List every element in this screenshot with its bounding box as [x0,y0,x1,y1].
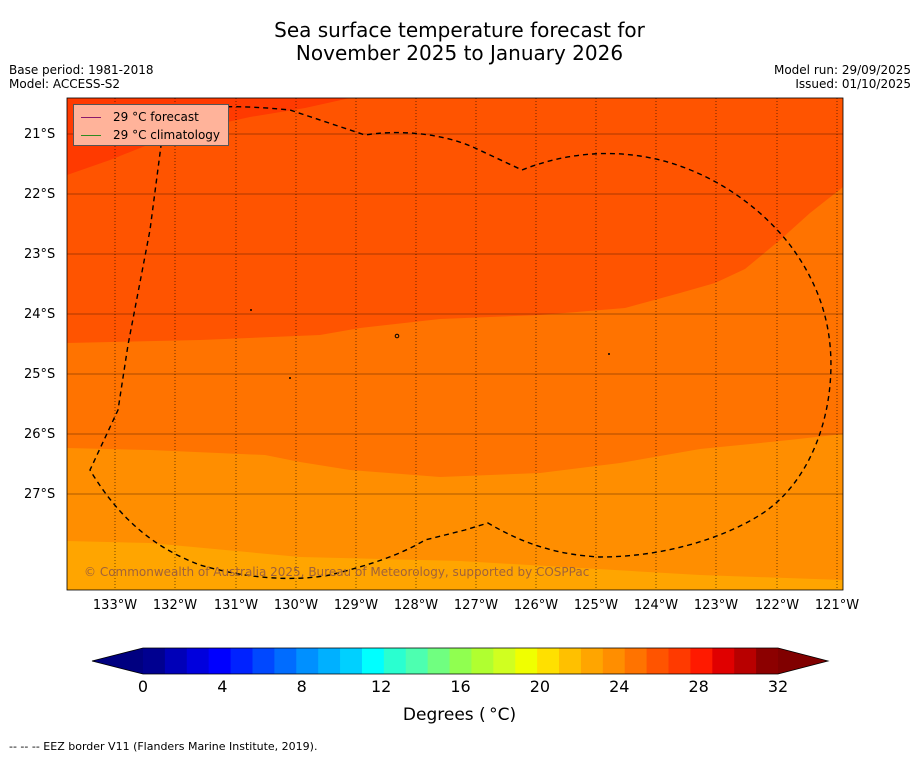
forecast-line-swatch [81,116,101,118]
legend-climatology: 29 °C climatology [81,128,220,142]
colorbar-swatch [340,648,363,674]
colorbar-swatch [252,648,275,674]
colorbar-outline [91,647,830,675]
island-henderson [394,333,400,339]
colorbar-swatch [668,648,691,674]
lat-label: 25°S [24,367,56,382]
colorbar-swatch [756,648,779,674]
colorbar-swatch [143,648,166,674]
colorbar-swatch [712,648,735,674]
colorbar-tick-label: 0 [137,677,149,696]
colorbar-tick-label: 20 [529,677,551,696]
colorbar-swatch [361,648,385,674]
lon-label: 123°W [693,598,739,613]
colorbar-tick-label: 12 [370,677,392,696]
colorbar-swatch [734,648,757,674]
colorbar-high-extend [778,648,828,674]
colorbar-swatch [602,648,626,674]
colorbar-swatch [449,648,472,674]
colorbar [91,647,830,675]
lon-label: 127°W [453,598,499,613]
lon-label: 124°W [633,598,679,613]
title-line-1: Sea surface temperature forecast for [274,18,645,42]
colorbar-low-extend [92,648,143,674]
colorbar-swatch [471,648,494,674]
colorbar-swatch [164,648,188,674]
colorbar-swatch [186,648,210,674]
colorbar-tick-label: 16 [450,677,471,696]
climatology-line-swatch [81,134,101,136]
chart-title: Sea surface temperature forecast for Nov… [0,19,919,65]
lat-label: 23°S [24,247,56,262]
lat-gridlines [67,133,843,495]
colorbar-swatch [537,648,560,674]
map-frame [66,97,844,591]
colorbar-tick-label: 8 [296,677,307,696]
colorbar-swatch [624,648,648,674]
colorbar-title: Degrees ( °C) [402,705,517,725]
eez-border [89,106,832,580]
lon-gridlines [114,98,838,590]
lon-label: 126°W [513,598,559,613]
lat-label: 22°S [24,187,56,202]
lon-label: 121°W [814,598,860,613]
lon-label: 131°W [213,598,259,613]
base-period: Base period: 1981-2018 [9,63,154,77]
colorbar-swatch [690,648,713,674]
climatology-label: 29 °C climatology [113,128,221,142]
zone-28-29 [67,98,843,343]
colorbar-swatch [427,648,451,674]
lat-label: 21°S [24,127,56,142]
island-ducie [608,353,610,355]
lat-label: 24°S [24,307,56,322]
model-run: Model run: 29/09/2025 [773,63,911,77]
colorbar-swatch [230,648,253,674]
issued-date: Issued: 01/10/2025 [795,77,911,91]
colorbar-tick-label: 24 [609,677,630,696]
meta-left: Base period: 1981-2018 Model: ACCESS-S2 [9,63,154,91]
colorbar-swatch [383,648,407,674]
island-oeno [289,377,291,379]
colorbar-swatch [208,648,232,674]
lon-label: 128°W [393,598,439,613]
colorbar-tick-label: 4 [217,677,228,696]
colorbar-swatch [318,648,341,674]
colorbar-tick-label: 32 [767,677,789,696]
model-name: Model: ACCESS-S2 [9,77,121,91]
colorbar-swatch [580,648,604,674]
lon-label: 129°W [333,598,379,613]
colorbar-swatch [515,648,538,674]
lon-label: 130°W [273,598,319,613]
islands [250,309,610,379]
footer-note: -- -- -- EEZ border V11 (Flanders Marine… [9,740,318,753]
lat-label: 27°S [24,487,56,502]
colorbar-swatch [296,648,319,674]
colorbar-swatch [405,648,429,674]
lat-label: 26°S [24,427,56,442]
lon-label: 125°W [573,598,619,613]
copyright-notice: © Commonwealth of Australia 2025, Bureau… [84,565,590,579]
lon-label: 133°W [92,598,138,613]
island-pitcairn [250,309,252,311]
legend-forecast: 29 °C forecast [81,110,199,124]
lon-label: 132°W [152,598,198,613]
map-legend: 29 °C forecast 29 °C climatology [73,104,229,146]
forecast-label: 29 °C forecast [113,110,199,124]
title-line-2: November 2025 to January 2026 [295,41,624,65]
colorbar-swatch [559,648,582,674]
colorbar-tick-label: 28 [688,677,709,696]
colorbar-swatch [274,648,297,674]
colorbar-swatch [493,648,516,674]
lon-label: 122°W [754,598,800,613]
meta-right: Model run: 29/09/2025 Issued: 01/10/2025 [774,63,911,91]
colorbar-swatch [646,648,670,674]
